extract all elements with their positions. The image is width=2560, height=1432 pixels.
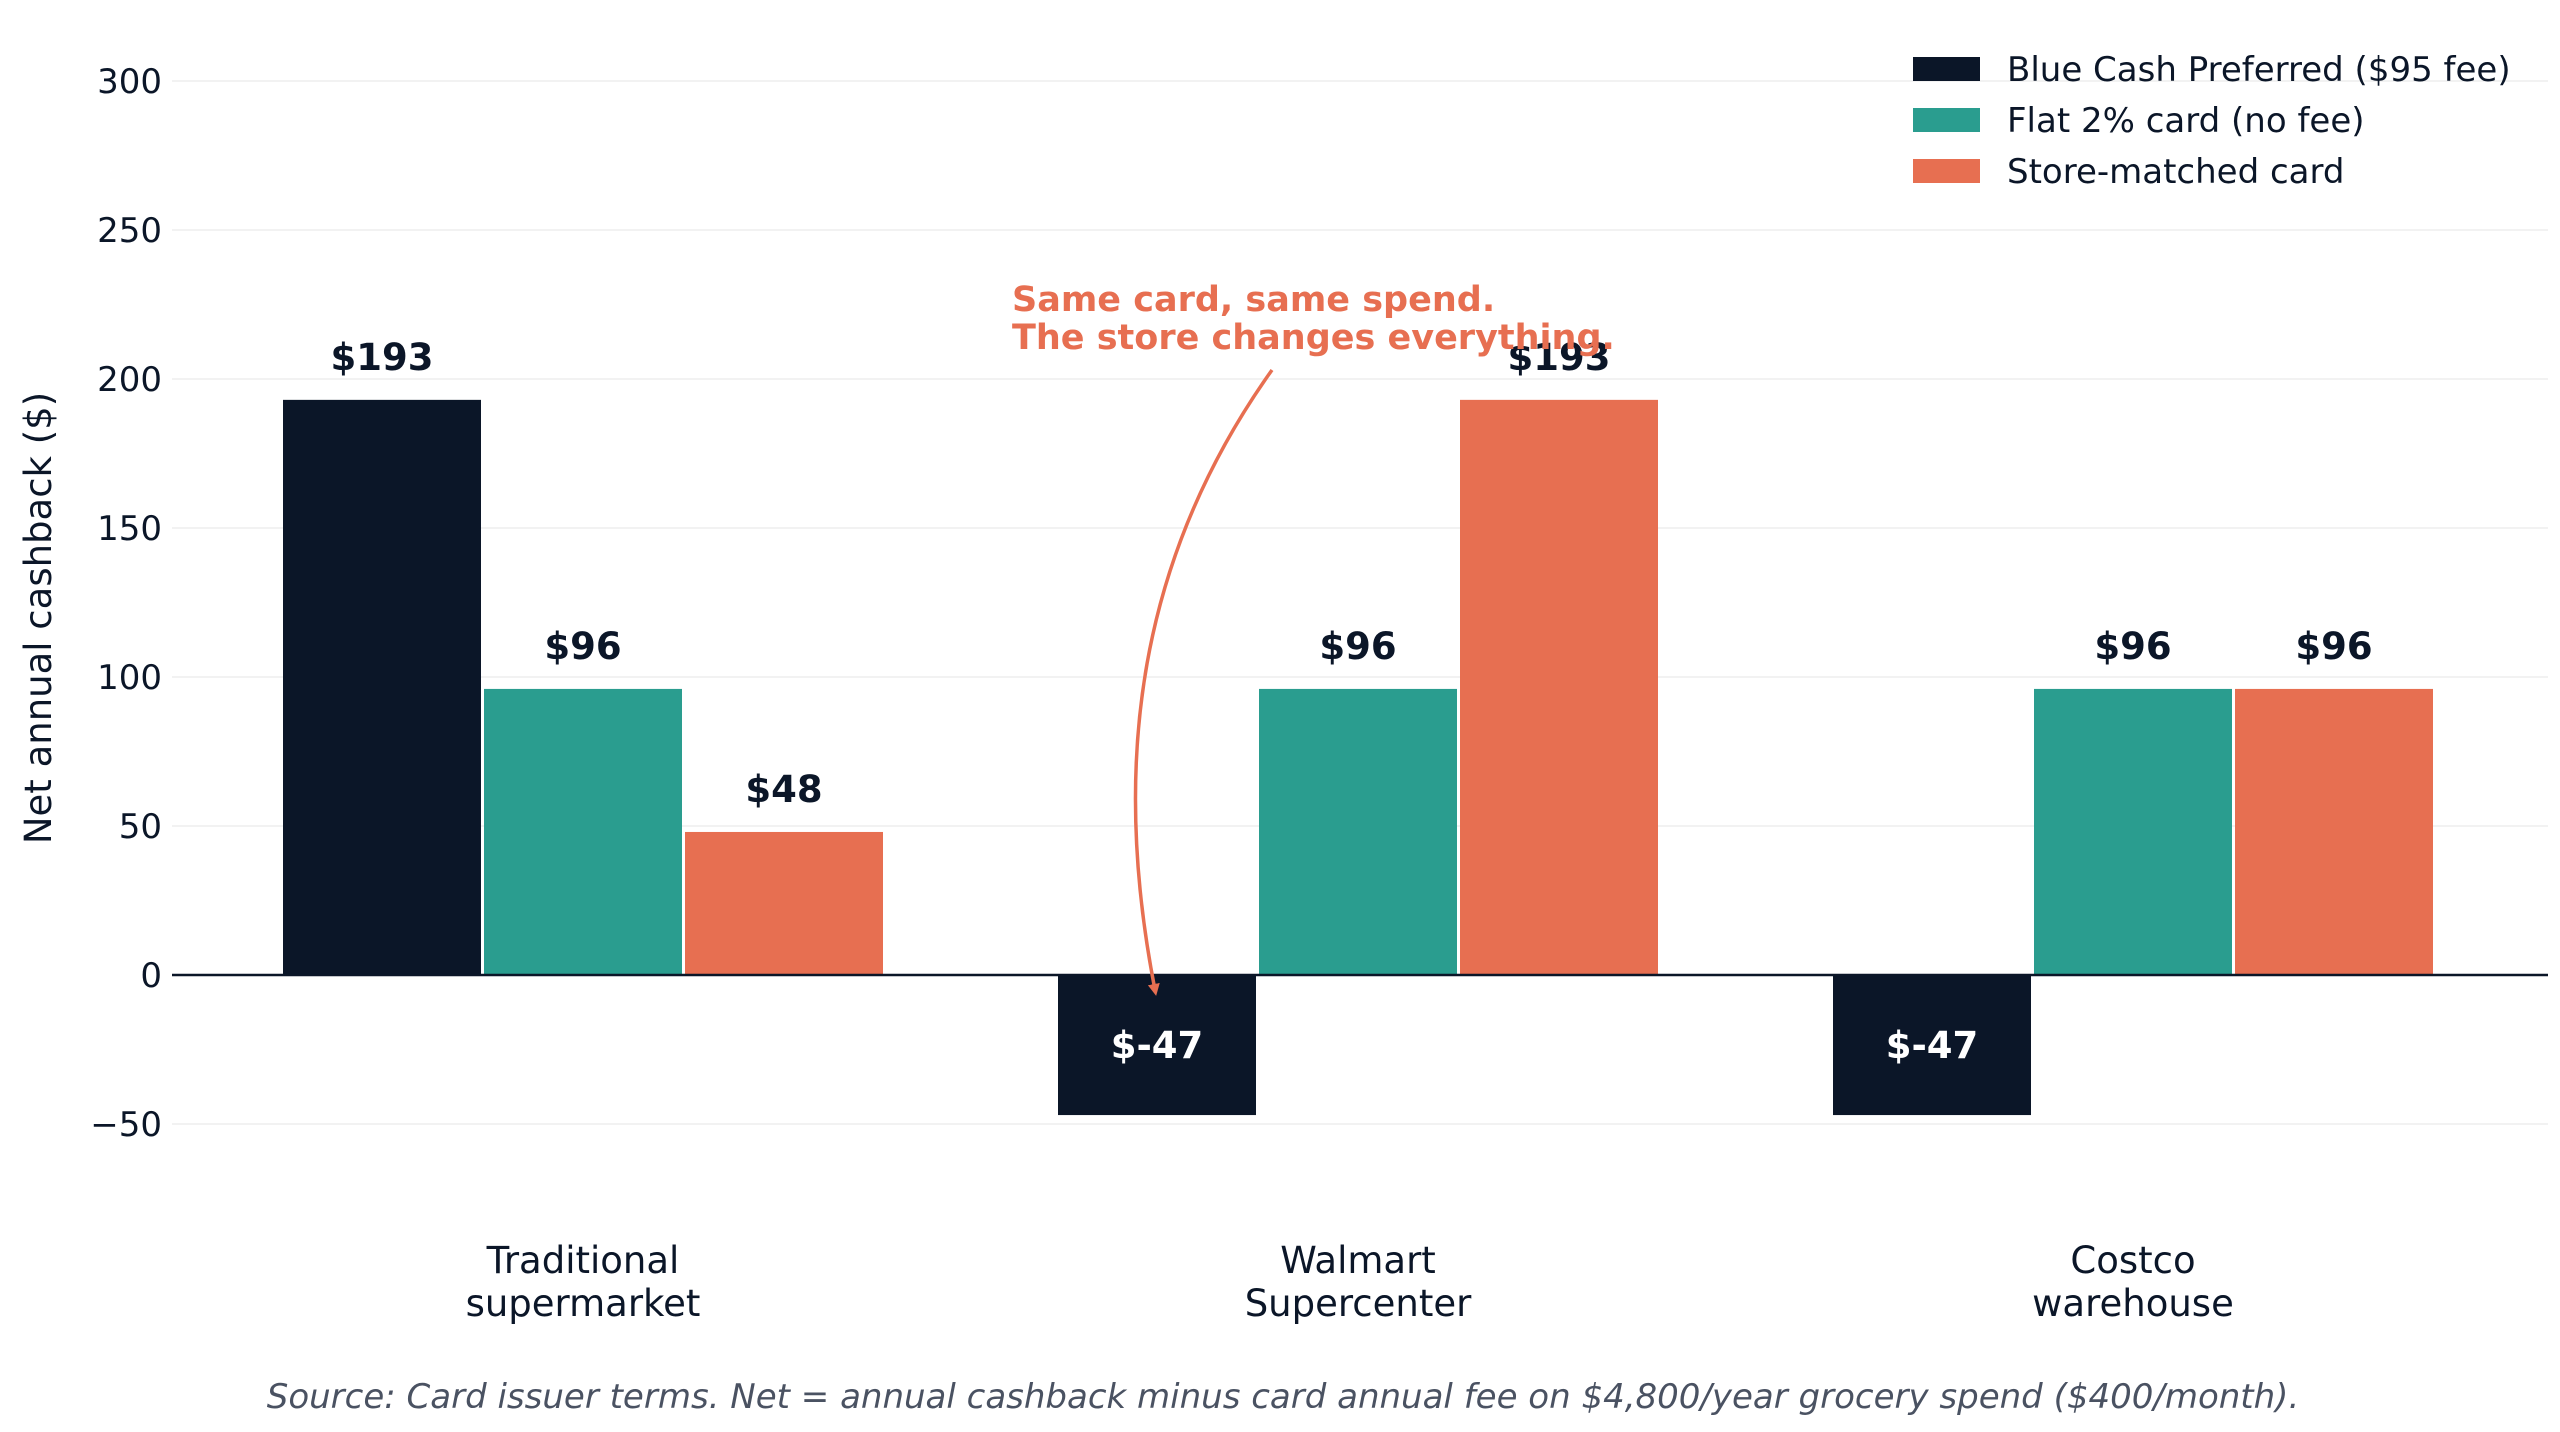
- bar: [2235, 688, 2433, 975]
- category-label: Costco: [2070, 1239, 2195, 1282]
- bar-value-label: $48: [745, 768, 822, 811]
- bar: [1460, 399, 1658, 975]
- value-labels: $193 $-47 $-47 $96 $96 $96 $48 $193 $96: [331, 336, 2373, 1067]
- bar-value-label: $96: [2295, 625, 2372, 668]
- category-label: Traditional: [486, 1239, 680, 1282]
- bar: [1058, 975, 1256, 1116]
- bar-value-label: $96: [1319, 625, 1396, 668]
- bar-value-label: $193: [331, 336, 434, 379]
- y-tick-label: 250: [97, 211, 162, 251]
- bar-value-label: $96: [544, 625, 621, 668]
- y-tick-label: 50: [119, 807, 162, 847]
- legend-entry: Blue Cash Preferred ($95 fee): [2007, 50, 2511, 90]
- y-tick-label: −50: [90, 1105, 162, 1145]
- bar-value-label: $193: [1508, 336, 1611, 379]
- y-tick-label: 150: [97, 509, 162, 549]
- bar: [283, 399, 481, 975]
- y-axis-ticks: −50 0 50 100 150 200 250 300: [90, 62, 162, 1145]
- legend-entry: Flat 2% card (no fee): [2007, 101, 2365, 141]
- bar-value-label: $-47: [1111, 1024, 1204, 1067]
- bar: [484, 688, 682, 975]
- y-tick-label: 200: [97, 360, 162, 400]
- annotation-text: The store changes everything.: [1012, 318, 1615, 358]
- y-tick-label: 0: [140, 956, 162, 996]
- bars: [283, 399, 2433, 1116]
- category-label: Supercenter: [1245, 1282, 1472, 1325]
- annotation: Same card, same spend.The store changes …: [1012, 280, 1615, 996]
- legend-swatch: [1913, 108, 1980, 132]
- y-tick-label: 100: [97, 658, 162, 698]
- bar: [1833, 975, 2031, 1116]
- legend: Blue Cash Preferred ($95 fee) Flat 2% car…: [1913, 50, 2511, 192]
- bar: [2034, 688, 2232, 975]
- bar-value-label: $96: [2094, 625, 2171, 668]
- legend-entry: Store-matched card: [2007, 152, 2344, 192]
- annotation-arrow: [1133, 368, 1274, 996]
- category-label: supermarket: [466, 1282, 701, 1325]
- y-tick-label: 300: [97, 62, 162, 102]
- bar-value-label: $-47: [1886, 1024, 1979, 1067]
- legend-swatch: [1913, 159, 1980, 183]
- source-note: Source: Card issuer terms. Net = annual …: [267, 1377, 2300, 1417]
- bar: [1259, 688, 1457, 975]
- legend-swatch: [1913, 57, 1980, 81]
- y-axis-label: Net annual cashback ($): [17, 392, 60, 844]
- category-label: Walmart: [1280, 1239, 1436, 1282]
- bar: [685, 831, 883, 975]
- annotation-text: Same card, same spend.: [1012, 280, 1495, 320]
- category-label: warehouse: [2032, 1282, 2234, 1325]
